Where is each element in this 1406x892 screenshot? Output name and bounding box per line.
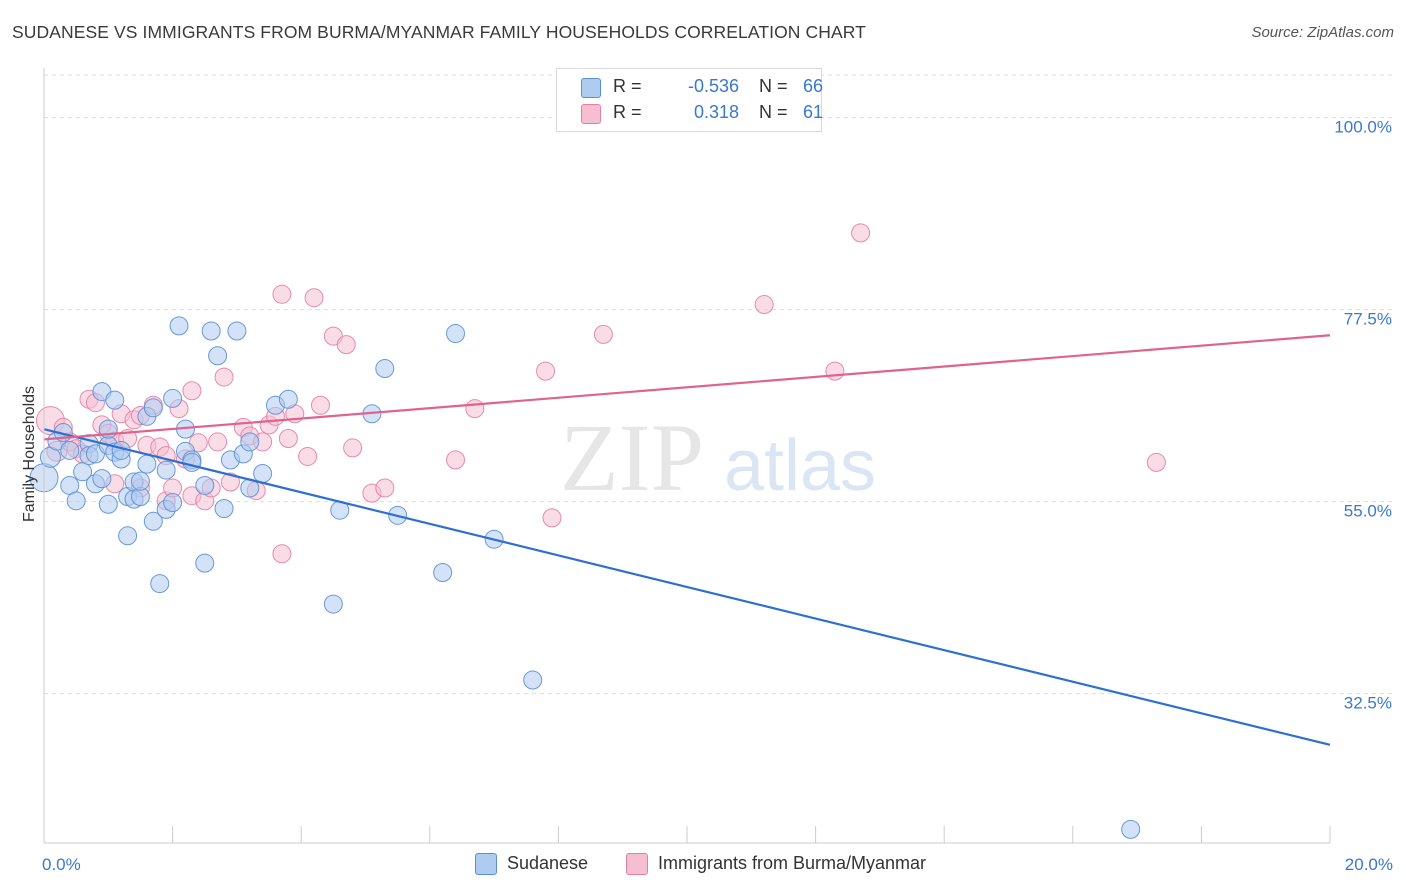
sudanese-point bbox=[195, 475, 215, 495]
burma-point bbox=[754, 295, 774, 315]
burma-point bbox=[851, 223, 871, 243]
legend-n-label: N = bbox=[759, 102, 788, 122]
sudanese-point bbox=[156, 460, 176, 480]
legend-label-sudanese: Sudanese bbox=[507, 853, 589, 873]
y-tick-label: 100.0% bbox=[1334, 118, 1392, 137]
sudanese-point bbox=[375, 359, 395, 379]
burma-point bbox=[304, 288, 324, 308]
burma-point bbox=[272, 544, 292, 564]
sudanese-point bbox=[323, 594, 343, 614]
x-tick-label: 20.0% bbox=[1345, 855, 1393, 874]
legend-swatch-blue bbox=[581, 78, 601, 98]
sudanese-point bbox=[118, 526, 138, 546]
sudanese-point bbox=[137, 454, 157, 474]
sudanese-point bbox=[1121, 819, 1141, 839]
burma-point bbox=[182, 381, 202, 401]
burma-point bbox=[220, 472, 240, 492]
sudanese-point bbox=[278, 389, 298, 409]
x-tick-label: 0.0% bbox=[42, 855, 81, 874]
axis-layer: 100.0% 77.5% 55.0% 32.5% 0.0% 20.0% bbox=[42, 68, 1393, 874]
y-tick-label: 32.5% bbox=[1344, 694, 1392, 713]
burma-point bbox=[465, 399, 485, 419]
sudanese-point bbox=[169, 316, 189, 336]
legend-r-value: 0.318 bbox=[693, 102, 739, 122]
watermark-atlas: atlas bbox=[724, 426, 876, 506]
burma-point bbox=[214, 367, 234, 387]
sudanese-trendline bbox=[43, 428, 1331, 746]
watermark-zip: ZIP bbox=[560, 404, 704, 511]
sudanese-point bbox=[98, 494, 118, 514]
sudanese-point bbox=[253, 464, 273, 484]
sudanese-point bbox=[143, 511, 163, 531]
legend-r-label: R = bbox=[613, 102, 642, 122]
chart-title: SUDANESE VS IMMIGRANTS FROM BURMA/MYANMA… bbox=[12, 22, 866, 42]
burma-point bbox=[536, 361, 556, 381]
burma-point bbox=[375, 478, 395, 498]
y-tick-label: 77.5% bbox=[1344, 310, 1392, 329]
legend-n-value: 66 bbox=[802, 76, 823, 96]
y-axis-label: Family Households bbox=[21, 385, 38, 523]
legend-swatch-burma bbox=[626, 853, 648, 875]
burma-point bbox=[1146, 452, 1166, 472]
burma-point bbox=[446, 450, 466, 470]
sudanese-point bbox=[150, 574, 170, 594]
sudanese-point bbox=[433, 562, 453, 582]
burma-point bbox=[272, 284, 292, 304]
legend-r-label: R = bbox=[613, 76, 642, 96]
sudanese-point bbox=[227, 321, 247, 341]
sudanese-point bbox=[105, 390, 125, 410]
legend-label-burma: Immigrants from Burma/Myanmar bbox=[658, 853, 927, 873]
burma-point bbox=[298, 446, 318, 466]
burma-point bbox=[278, 429, 298, 449]
source-label: Source: ZipAtlas.com bbox=[1251, 24, 1394, 41]
sudanese-point bbox=[92, 469, 112, 489]
sudanese-point bbox=[73, 462, 93, 482]
legend-swatch-pink bbox=[581, 104, 601, 124]
sudanese-point bbox=[130, 471, 150, 491]
burma-point bbox=[336, 335, 356, 355]
burma-point bbox=[542, 508, 562, 528]
sudanese-point bbox=[523, 670, 543, 690]
burma-point bbox=[310, 395, 330, 415]
stats-legend: R = -0.536 N = 66 R = 0.318 N = 61 bbox=[556, 68, 823, 132]
sudanese-point bbox=[214, 498, 234, 518]
sudanese-point bbox=[446, 324, 466, 344]
sudanese-point bbox=[60, 440, 80, 460]
legend-n-label: N = bbox=[759, 76, 788, 96]
legend-r-value: -0.536 bbox=[687, 76, 739, 96]
burma-point bbox=[208, 432, 228, 452]
sudanese-point bbox=[182, 452, 202, 472]
legend-n-value: 61 bbox=[802, 102, 823, 122]
sudanese-point bbox=[163, 493, 183, 513]
burma-point bbox=[343, 438, 363, 458]
burma-trendline bbox=[43, 334, 1331, 441]
sudanese-point bbox=[143, 398, 163, 418]
watermark: ZIP atlas bbox=[560, 404, 876, 511]
sudanese-point bbox=[208, 346, 228, 366]
trend-layer bbox=[43, 334, 1331, 746]
sudanese-point bbox=[240, 432, 260, 452]
sudanese-point bbox=[195, 553, 215, 573]
sudanese-point bbox=[201, 321, 221, 341]
sudanese-point bbox=[66, 491, 86, 511]
burma-point bbox=[593, 324, 613, 344]
points-layer bbox=[29, 223, 1166, 839]
y-tick-label: 55.0% bbox=[1344, 502, 1392, 521]
burma-point bbox=[825, 361, 845, 381]
legend-swatch-sudanese bbox=[475, 853, 497, 875]
sudanese-point bbox=[163, 388, 183, 408]
